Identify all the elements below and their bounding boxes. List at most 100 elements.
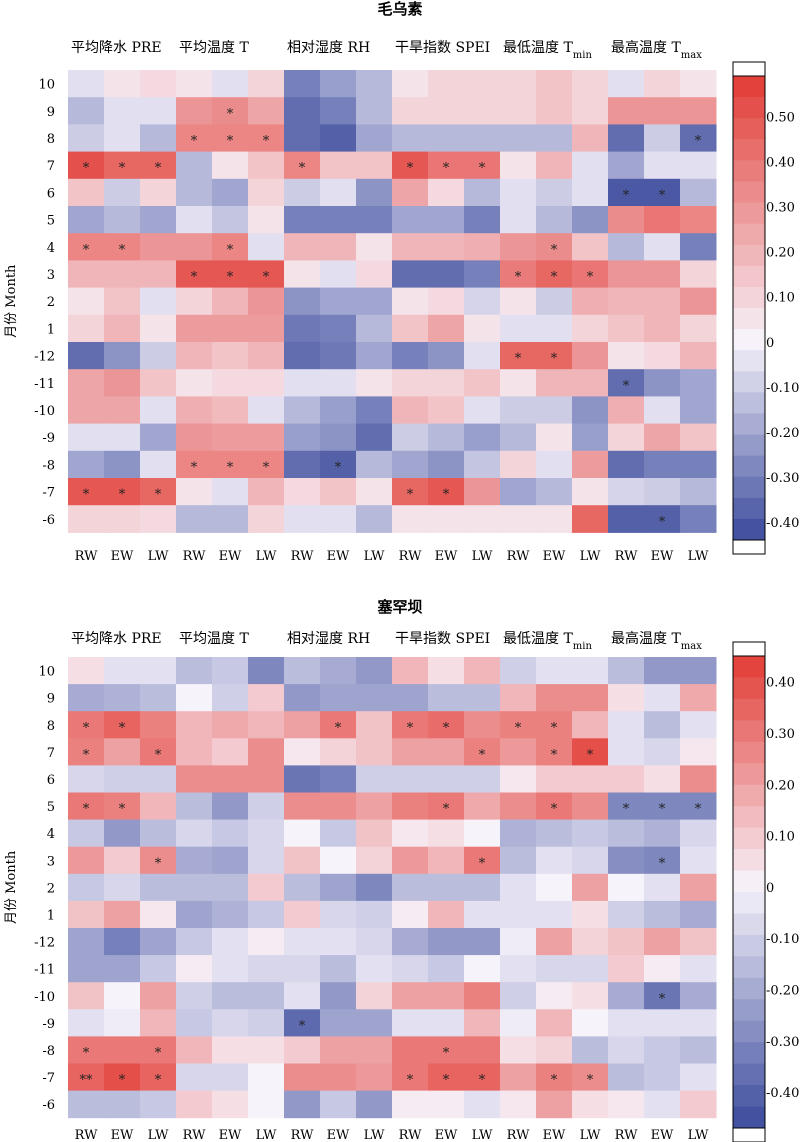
p1-heatmap-cell <box>320 206 357 234</box>
p2-heatmap-cell <box>392 1009 429 1037</box>
p2-heatmap-cell <box>428 900 465 929</box>
p1-heatmap-cell <box>680 342 717 370</box>
p2-y-tick-label: -9 <box>42 1017 55 1032</box>
p1-heatmap-cell <box>356 97 393 125</box>
p1-heatmap-cell <box>176 70 213 98</box>
p1-significance-marker: * <box>155 161 162 176</box>
p1-x-tick-label: LW <box>472 549 494 564</box>
p1-significance-marker: * <box>443 488 450 503</box>
p2-heatmap-cell <box>284 657 321 685</box>
p1-heatmap-cell <box>320 505 357 533</box>
p2-significance-marker: * <box>83 721 90 736</box>
p1-heatmap-cell <box>464 505 501 533</box>
p2-heatmap-cell <box>392 819 429 848</box>
p1-heatmap-cell <box>68 287 105 316</box>
p1-heatmap-cell <box>284 342 321 370</box>
p2-heatmap-cell <box>392 1036 429 1064</box>
p1-heatmap-cell <box>464 206 501 234</box>
p1-heatmap-cell <box>500 97 537 125</box>
p1-heatmap-cell <box>176 260 213 289</box>
p1-heatmap-cell <box>500 478 537 506</box>
p1-heatmap-cell <box>644 342 681 370</box>
p2-heatmap-cell <box>500 873 537 902</box>
p2-heatmap-cell <box>68 928 105 956</box>
p1-x-tick-label: EW <box>219 549 242 564</box>
p1-heatmap-cell <box>320 369 357 397</box>
p2-y-tick-label: 7 <box>47 746 55 761</box>
p2-heatmap-cell <box>608 846 645 875</box>
p1-heatmap-cell <box>176 124 213 153</box>
p2-heatmap-cell <box>536 873 573 902</box>
p1-heatmap-cell <box>392 70 429 98</box>
p1-heatmap-cell <box>104 124 141 153</box>
p2-heatmap-cell <box>104 1036 141 1064</box>
p1-heatmap-cell <box>572 233 609 261</box>
p2-heatmap-cell <box>500 711 537 739</box>
p2-heatmap-cell <box>680 982 717 1010</box>
p2-group-label: 最高温度 Tmax <box>611 630 702 652</box>
p2-heatmap-cell <box>176 928 213 956</box>
p2-heatmap-cell <box>140 819 177 848</box>
p2-heatmap-cell <box>248 657 285 685</box>
p2-heatmap-cell <box>608 765 645 793</box>
p2-heatmap-cell <box>320 900 357 929</box>
p1-heatmap-cell <box>464 260 501 289</box>
p2-heatmap-cell <box>428 955 465 983</box>
p1-heatmap-cell <box>644 314 681 343</box>
p1-heatmap-cell <box>356 505 393 533</box>
p2-y-tick-label: 5 <box>47 800 55 815</box>
p1-significance-marker: * <box>227 243 234 258</box>
p1-colorbar-segment <box>733 413 765 436</box>
p2-significance-marker: * <box>443 1046 450 1061</box>
p2-heatmap-cell <box>680 900 717 929</box>
p2-x-tick-label: EW <box>111 1128 134 1142</box>
p1-colorbar-segment <box>733 434 765 457</box>
p1-heatmap-cell <box>680 233 717 261</box>
p2-heatmap-cell <box>464 657 501 685</box>
p1-heatmap-cell <box>428 478 465 506</box>
p1-significance-marker: * <box>587 270 594 285</box>
p1-significance-marker: * <box>83 488 90 503</box>
p1-heatmap-cell <box>284 314 321 343</box>
p2-heatmap-cell <box>644 792 681 821</box>
p2-significance-marker: * <box>551 1073 558 1088</box>
p2-significance-marker: * <box>479 1073 486 1088</box>
p1-significance-marker: * <box>335 460 342 475</box>
p2-heatmap-cell <box>644 657 681 685</box>
p1-heatmap-cell <box>464 70 501 98</box>
p1-significance-marker: * <box>551 243 558 258</box>
p2-heatmap-cell <box>608 1090 645 1119</box>
p1-heatmap-cell <box>104 233 141 261</box>
p2-heatmap-cell <box>248 711 285 739</box>
p1-heatmap-cell <box>644 233 681 261</box>
p1-colorbar-segment <box>733 518 765 541</box>
p1-heatmap-cell <box>428 70 465 98</box>
p2-significance-marker: * <box>119 802 126 817</box>
p2-heatmap-cell <box>212 765 249 793</box>
p1-heatmap-cell <box>608 450 645 479</box>
p1-heatmap-cell <box>212 450 249 479</box>
p2-heatmap-cell <box>140 955 177 983</box>
p1-heatmap-cell <box>392 206 429 234</box>
p2-colorbar-tick-label: 0.40 <box>766 676 795 691</box>
p2-heatmap-cell <box>680 873 717 902</box>
p2-heatmap-cell <box>644 955 681 983</box>
p2-heatmap-cell <box>572 765 609 793</box>
p2-heatmap-cell <box>176 738 213 766</box>
p2-heatmap-cell <box>356 900 393 929</box>
p2-heatmap-cell <box>572 738 609 766</box>
p1-significance-marker: * <box>227 134 234 149</box>
p1-heatmap-cell <box>392 233 429 261</box>
p2-colorbar-cap <box>732 1127 766 1142</box>
p1-heatmap-cell <box>392 478 429 506</box>
p1-heatmap-cell <box>392 260 429 289</box>
p2-heatmap-cell <box>140 900 177 929</box>
p1-heatmap-cell <box>428 260 465 289</box>
p2-heatmap-cell <box>284 1009 321 1037</box>
p2-heatmap-cell <box>680 1009 717 1037</box>
p2-heatmap-cell <box>644 711 681 739</box>
p2-colorbar-tick-label: 0.20 <box>766 778 795 793</box>
p2-heatmap-cell <box>320 819 357 848</box>
p2-heatmap-cell <box>608 684 645 712</box>
p2-y-axis-label: 月份 Month <box>4 850 19 924</box>
